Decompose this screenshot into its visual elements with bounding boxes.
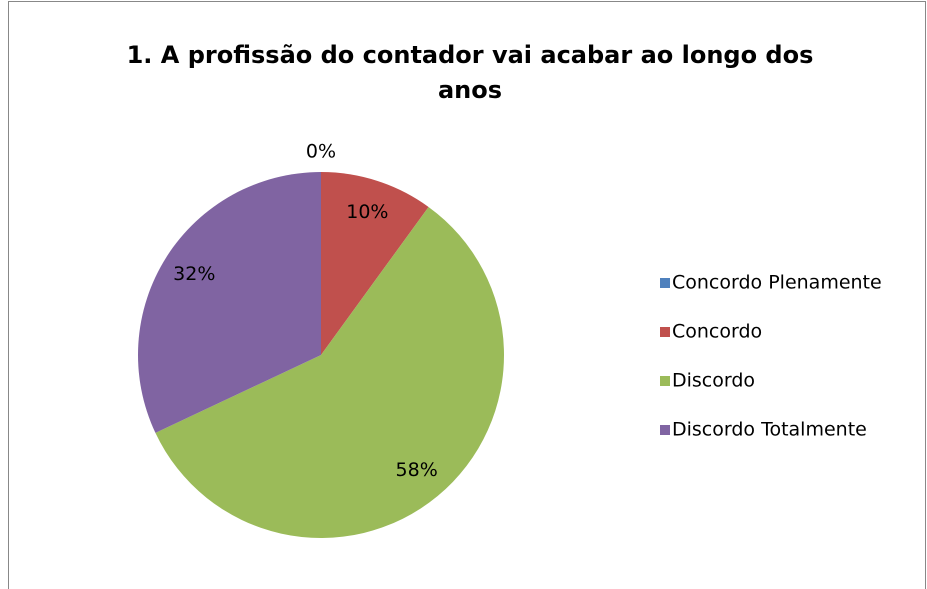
legend-label: Discordo Totalmente [672, 419, 867, 441]
data-label: 58% [396, 459, 438, 481]
legend-swatch [660, 425, 670, 435]
legend-label: Concordo Plenamente [672, 272, 882, 294]
pie-slice [155, 206, 504, 538]
chart-border [8, 1, 926, 589]
legend-swatch [660, 376, 670, 386]
legend-label: Concordo [672, 321, 762, 343]
chart-title: 1. A profissão do contador vai acabar ao… [126, 41, 814, 104]
pie-slice [138, 172, 321, 433]
legend-swatch [660, 327, 670, 337]
data-label: 10% [346, 201, 388, 223]
legend-swatch [660, 278, 670, 288]
pie-slice [321, 172, 429, 355]
data-label: 0% [306, 141, 336, 163]
data-label: 32% [173, 263, 215, 285]
legend-label: Discordo [672, 370, 755, 392]
